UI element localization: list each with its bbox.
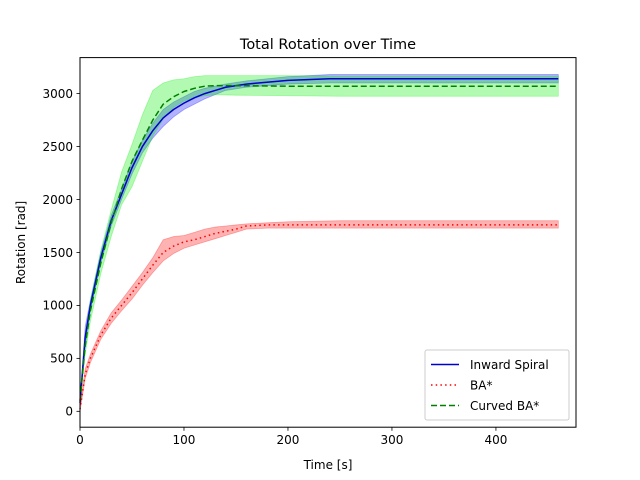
- legend: Inward Spiral BA* Curved BA*: [424, 349, 570, 421]
- y-tick-label: 2500: [42, 140, 73, 154]
- y-tick-label: 500: [50, 352, 73, 366]
- legend-label-curved-ba: Curved BA*: [470, 399, 539, 413]
- legend-label-ba: BA*: [470, 378, 492, 392]
- y-axis: 0 500 1000 1500 2000 2500 3000: [42, 87, 80, 419]
- band-ba: [79, 220, 559, 412]
- x-axis-label: Time [s]: [303, 458, 353, 472]
- y-tick-label: 0: [65, 405, 73, 419]
- y-tick-label: 2000: [42, 193, 73, 207]
- x-axis: 0 100 200 300 400: [76, 427, 507, 447]
- x-tick-label: 0: [76, 433, 84, 447]
- chart-title: Total Rotation over Time: [239, 37, 416, 53]
- series-lines: [79, 78, 559, 410]
- band-curved-ba: [79, 75, 559, 403]
- line-curved-ba: [79, 84, 559, 401]
- legend-box: [424, 349, 570, 421]
- y-axis-label: Rotation [rad]: [14, 201, 28, 284]
- y-tick-label: 1500: [42, 246, 73, 260]
- y-tick-label: 1000: [42, 299, 73, 313]
- legend-label-inward-spiral: Inward Spiral: [470, 358, 549, 372]
- y-tick-label: 3000: [42, 87, 73, 101]
- plot-frame: [79, 57, 577, 428]
- x-tick-label: 400: [484, 433, 507, 447]
- line-ba: [79, 224, 559, 410]
- line-inward-spiral: [79, 78, 559, 403]
- x-tick-label: 300: [380, 433, 403, 447]
- band-inward-spiral: [79, 74, 559, 405]
- confidence-bands: [79, 74, 559, 412]
- x-tick-label: 100: [173, 433, 196, 447]
- x-tick-label: 200: [277, 433, 300, 447]
